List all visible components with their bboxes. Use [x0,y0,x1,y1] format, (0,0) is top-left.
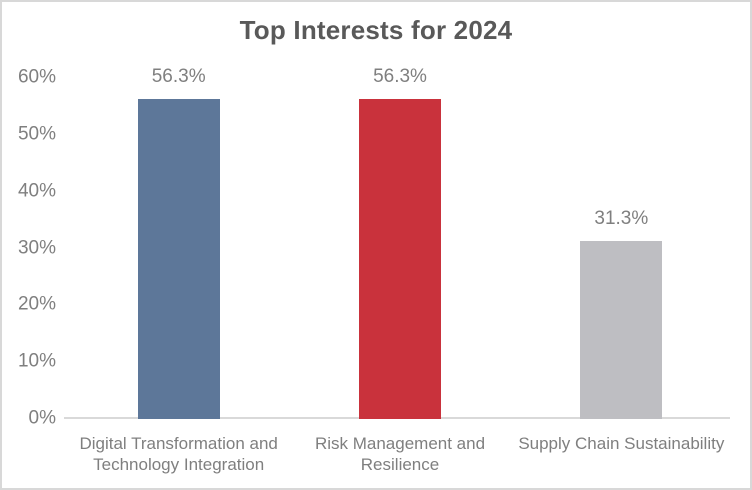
bar-value-label: 31.3% [594,208,649,229]
bar-value-label: 56.3% [373,66,427,87]
x-category-label-line: Digital Transformation and [79,434,278,453]
y-tick-label: 20% [17,293,56,315]
x-category-label: Supply Chain Sustainability [505,433,737,454]
y-tick-label: 30% [17,237,56,259]
bar [359,99,441,419]
bar [137,99,220,419]
y-tick-label: 0% [28,407,56,429]
bar [580,241,663,419]
x-category-label-line: Resilience [360,455,440,474]
x-category-label-line: Technology Integration [93,455,265,474]
x-category-label-line: Supply Chain Sustainability [518,434,725,453]
x-category-label: Digital Transformation and Technology Int… [63,433,295,475]
y-tick-label: 40% [17,180,56,202]
y-tick-label: 60% [17,66,56,88]
bar-value-label: 56.3% [151,66,206,87]
x-category-label: Risk Management and Resilience [284,433,516,475]
y-tick-label: 10% [17,350,56,372]
y-tick-label: 50% [17,123,56,145]
chart-title: Top Interests for 2024 [239,15,513,45]
x-category-label-line: Risk Management and [314,434,486,453]
